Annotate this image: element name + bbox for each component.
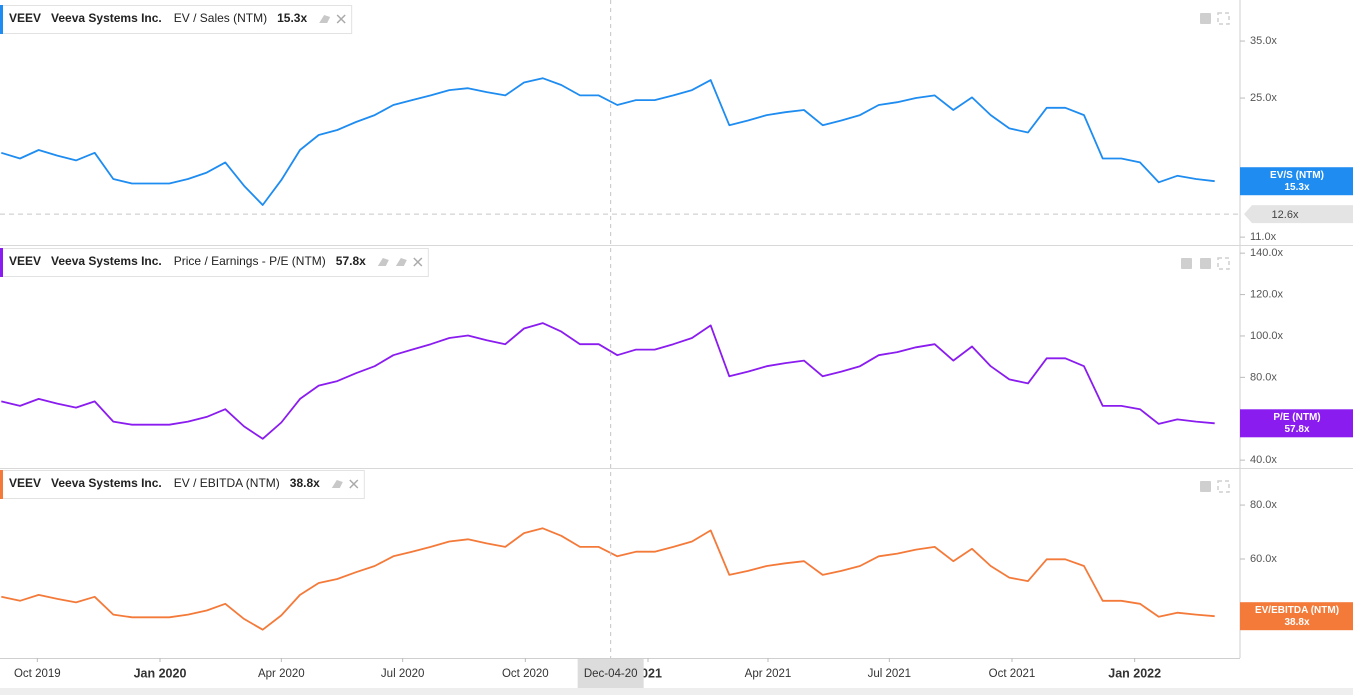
reference-pill [1244,205,1353,224]
legend-box [0,248,429,277]
legend-name: Veeva Systems Inc. [51,476,162,490]
value-tag-value: 38.8x [1284,617,1309,628]
reference-label: 12.6x [1272,209,1299,221]
line-series [1,527,1215,631]
legend-icon[interactable] [331,480,343,488]
up-icon[interactable] [1200,481,1211,492]
x-tick-label: Jul 2020 [381,668,424,680]
value-tag-value: 57.8x [1284,424,1309,435]
legend-box [0,470,365,499]
legend: VEEV Veeva Systems Inc. EV / Sales (NTM) 15… [0,5,353,34]
bottom-strip [0,688,1353,695]
expand-icon[interactable] [1217,480,1230,493]
legend-last-value-label: 38.8x [290,476,320,490]
crosshair-label: Dec-04-20 [584,668,638,680]
legend-ticker: VEEV [9,254,41,268]
legend-name: Veeva Systems Inc. [51,11,162,25]
x-tick-label: Apr 2021 [745,668,792,680]
legend-close[interactable] [336,14,346,24]
y-tick-label: 40.0x [1250,454,1277,466]
y-tick-label: 80.0x [1250,371,1277,383]
value-tag-name: EV/S (NTM) [1270,170,1324,181]
x-tick-label: Jan 2020 [134,666,187,680]
x-tick-label: Jan 2022 [1108,666,1161,680]
y-tick-label: 60.0x [1250,553,1277,565]
x-tick-label: Apr 2020 [258,668,305,680]
legend-color [0,248,3,277]
legend-title: EV / Sales (NTM) [174,11,267,25]
y-tick-label: 80.0x [1250,499,1277,511]
x-tick-label: Oct 2021 [989,668,1036,680]
legend-title: Price / Earnings - P/E (NTM) [174,254,326,268]
download-icon[interactable] [1200,13,1211,24]
legend: VEEV Veeva Systems Inc. Price / Earnings -… [0,248,429,277]
y-tick-label: 100.0x [1250,330,1284,342]
value-tag [1240,409,1353,438]
value-tag [1240,167,1353,196]
x-tick-label: Oct 2019 [14,668,61,680]
legend-icon[interactable] [377,258,389,266]
y-tick-label: 120.0x [1250,288,1284,300]
legend-ticker: VEEV [9,476,41,490]
legend-close[interactable] [413,257,423,267]
download-icon[interactable] [1200,258,1211,269]
legend-name: Veeva Systems Inc. [51,254,162,268]
value-tag [1240,602,1353,631]
value-tag-name: EV/EBITDA (NTM) [1255,605,1339,616]
legend-icon[interactable] [319,15,331,23]
legend-close[interactable] [349,479,359,489]
panel-tools[interactable] [1181,13,1211,492]
value-tag-name: P/E (NTM) [1273,412,1320,423]
y-tick-label: 35.0x [1250,35,1277,47]
legend-color [0,5,3,34]
crosshair-pill [577,659,644,688]
expand-icon[interactable] [1217,12,1230,25]
line-series [1,322,1215,440]
legend-title: EV / EBITDA (NTM) [174,476,280,490]
x-tick-label: Jul 2021 [868,668,911,680]
line-series [1,77,1215,206]
legend: VEEV Veeva Systems Inc. EV / EBITDA (NTM) 3… [0,470,365,499]
y-tick-label: 140.0x [1250,247,1284,259]
y-tick-label: 25.0x [1250,92,1277,104]
legend-box [0,5,353,34]
y-tick-label: 11.0x [1250,231,1277,243]
legend-icon[interactable] [395,258,407,266]
legend-last-value-label: 57.8x [336,254,366,268]
legend-last-value-label: 15.3x [277,11,307,25]
up-icon[interactable] [1181,258,1192,269]
legend-color [0,470,3,499]
legend-ticker: VEEV [9,11,41,25]
expand-icon[interactable] [1217,257,1230,270]
expand-icons[interactable] [1217,12,1230,493]
value-tag-value: 15.3x [1284,182,1309,193]
x-tick-label: Oct 2020 [502,668,549,680]
